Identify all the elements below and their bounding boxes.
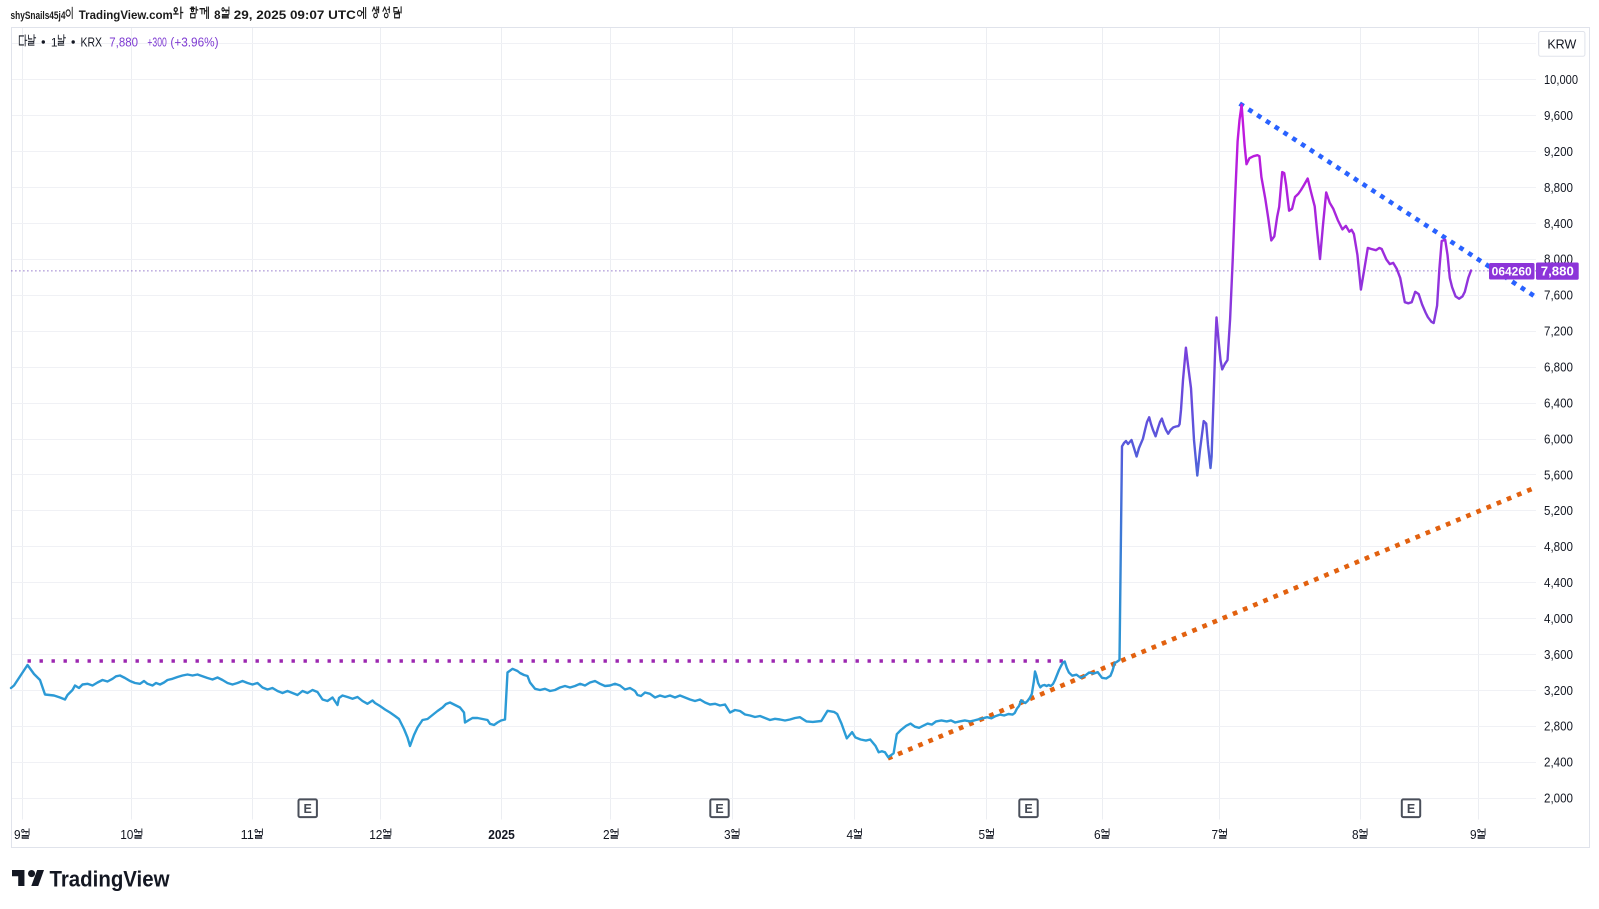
svg-text:TradingView: TradingView <box>50 866 171 891</box>
svg-text:2025: 2025 <box>488 828 515 842</box>
svg-text:4,000: 4,000 <box>1544 612 1573 626</box>
svg-text:2,000: 2,000 <box>1544 792 1573 806</box>
svg-text:6,800: 6,800 <box>1544 361 1573 375</box>
svg-text:2,800: 2,800 <box>1544 720 1573 734</box>
svg-text:3,600: 3,600 <box>1544 648 1573 662</box>
svg-text:5: 5 <box>979 828 986 842</box>
svg-text:4,800: 4,800 <box>1544 540 1573 554</box>
svg-text:shySnails45j4: shySnails45j4 <box>11 10 67 22</box>
svg-text:4: 4 <box>847 828 854 842</box>
svg-text:9,200: 9,200 <box>1544 145 1573 159</box>
svg-text:2,400: 2,400 <box>1544 756 1573 770</box>
svg-text:E: E <box>1024 802 1032 816</box>
svg-text:7,880: 7,880 <box>1541 265 1574 279</box>
svg-text:5,200: 5,200 <box>1544 504 1573 518</box>
svg-text:KRX: KRX <box>81 35 103 49</box>
svg-text:(+3.96%): (+3.96%) <box>170 34 218 49</box>
svg-text:9,600: 9,600 <box>1544 109 1573 123</box>
svg-text:E: E <box>715 802 723 816</box>
svg-text:4,400: 4,400 <box>1544 576 1573 590</box>
svg-text:TradingView.com: TradingView.com <box>79 10 173 22</box>
svg-text:9: 9 <box>14 828 21 842</box>
svg-text:8: 8 <box>1352 828 1359 842</box>
svg-text:KRW: KRW <box>1547 37 1576 51</box>
svg-text:3,200: 3,200 <box>1544 684 1573 698</box>
svg-text:+300: +300 <box>147 34 166 49</box>
svg-text:6: 6 <box>1094 828 1101 842</box>
svg-text:8,400: 8,400 <box>1544 217 1573 231</box>
svg-text:5,600: 5,600 <box>1544 468 1573 482</box>
svg-text:10,000: 10,000 <box>1544 73 1578 87</box>
svg-text:2: 2 <box>603 828 610 842</box>
svg-text:7,600: 7,600 <box>1544 289 1573 303</box>
svg-text:10: 10 <box>120 828 133 842</box>
svg-text:3: 3 <box>724 828 731 842</box>
svg-text:E: E <box>304 802 312 816</box>
svg-text:12: 12 <box>369 828 382 842</box>
svg-text:8: 8 <box>214 10 221 22</box>
svg-text:6,000: 6,000 <box>1544 432 1573 446</box>
svg-text:29, 2025 09:07 UTC: 29, 2025 09:07 UTC <box>234 10 356 22</box>
svg-text:11: 11 <box>241 828 254 842</box>
svg-text:9: 9 <box>1470 828 1477 842</box>
svg-text:E: E <box>1407 802 1415 816</box>
svg-text:7,200: 7,200 <box>1544 325 1573 339</box>
svg-text:8,800: 8,800 <box>1544 181 1573 195</box>
svg-text:7,880: 7,880 <box>109 34 138 49</box>
svg-text:064260: 064260 <box>1492 266 1532 278</box>
svg-text:6,400: 6,400 <box>1544 396 1573 410</box>
svg-text:7: 7 <box>1212 828 1219 842</box>
svg-text:1: 1 <box>51 35 58 49</box>
